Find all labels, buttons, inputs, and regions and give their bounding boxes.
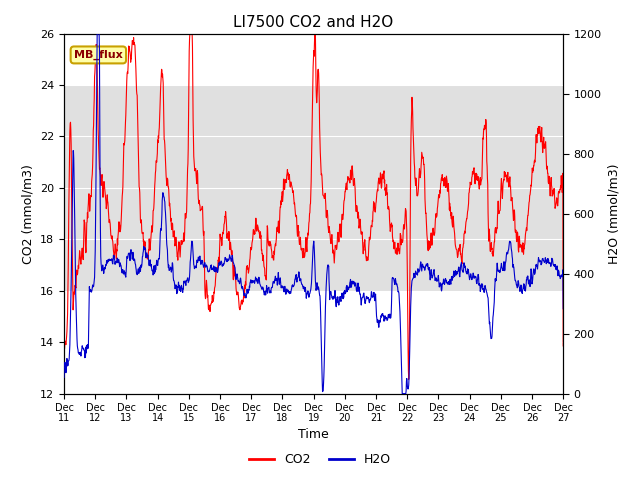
- Bar: [64, 85, 563, 291]
- Y-axis label: H2O (mmol/m3): H2O (mmol/m3): [607, 163, 620, 264]
- Y-axis label: CO2 (mmol/m3): CO2 (mmol/m3): [22, 164, 35, 264]
- Text: MB_flux: MB_flux: [74, 50, 123, 60]
- X-axis label: Time: Time: [298, 428, 329, 441]
- Title: LI7500 CO2 and H2O: LI7500 CO2 and H2O: [234, 15, 394, 30]
- Legend: CO2, H2O: CO2, H2O: [244, 448, 396, 471]
